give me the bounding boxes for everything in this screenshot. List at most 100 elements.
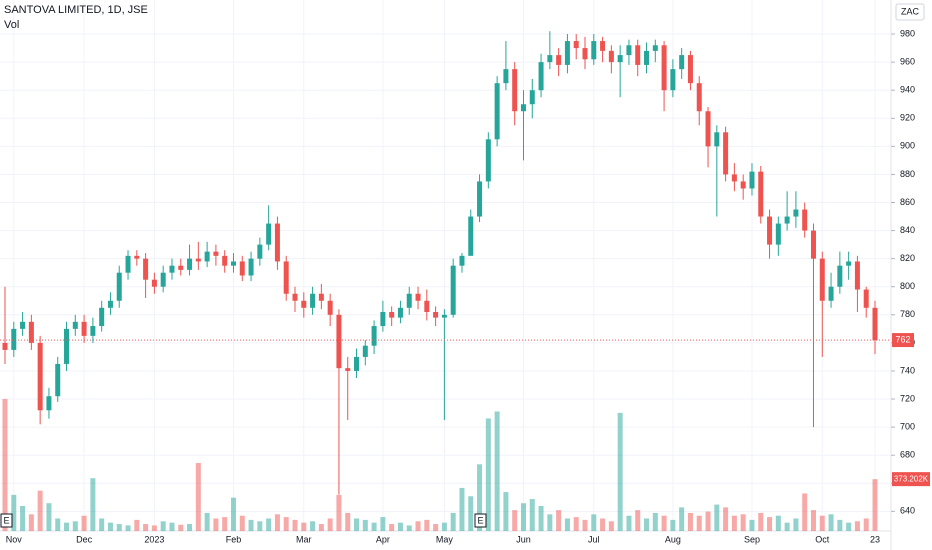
candle-body: [547, 55, 553, 63]
candle-body: [775, 223, 781, 245]
volume-bar: [810, 510, 816, 531]
y-tick-label: 900: [900, 141, 915, 151]
last-price-label: 762: [895, 334, 910, 344]
volume-bar: [46, 503, 52, 531]
candle-body: [389, 312, 395, 318]
volume-bar: [441, 522, 447, 531]
volume-bar: [81, 515, 87, 531]
candle-body: [520, 104, 526, 112]
volume-bar: [239, 515, 245, 531]
candle-body: [195, 258, 201, 262]
candle-body: [371, 326, 377, 346]
volume-bar: [310, 521, 316, 531]
candle-body: [802, 209, 808, 231]
y-tick-label: 740: [900, 365, 915, 375]
candle-body: [529, 90, 535, 105]
y-tick-label: 840: [900, 225, 915, 235]
candle-body: [230, 261, 236, 266]
candle-body: [767, 216, 773, 245]
currency-box[interactable]: [895, 3, 925, 21]
candle-body: [72, 321, 78, 329]
candle-body: [2, 342, 8, 350]
earnings-marker[interactable]: [0, 513, 13, 528]
candle-body: [99, 307, 105, 327]
volume-bar: [828, 514, 834, 531]
volume-bar: [459, 487, 465, 531]
volume-bar: [266, 518, 272, 531]
x-tick-label: 23: [870, 534, 880, 544]
candle-body: [608, 50, 614, 63]
volume-bar: [20, 505, 26, 531]
x-tick-label: Feb: [226, 534, 242, 544]
volume-bar: [415, 521, 421, 531]
candle-body: [687, 55, 693, 84]
volume-bar: [547, 514, 553, 531]
candle-body: [134, 255, 140, 259]
chart-title: SANTOVA LIMITED, 1D, JSE: [4, 4, 148, 16]
earnings-label[interactable]: E: [3, 515, 9, 525]
volume-bar: [11, 494, 17, 531]
y-tick-label: 880: [900, 169, 915, 179]
volume-bar: [327, 518, 333, 531]
candle-body: [485, 139, 491, 182]
earnings-marker[interactable]: [474, 513, 487, 528]
candle-body: [810, 230, 816, 259]
volume-bar: [617, 412, 623, 531]
volume-bar: [248, 519, 254, 531]
volume-bar: [257, 521, 263, 531]
candle-body: [28, 321, 34, 343]
x-tick-label: Oct: [815, 534, 830, 544]
volume-bar: [538, 505, 544, 531]
candle-body: [670, 69, 676, 91]
y-tick-label: 980: [900, 28, 915, 38]
currency[interactable]: ZAC: [901, 6, 920, 16]
candle-body: [679, 55, 685, 70]
candle-body: [64, 328, 70, 364]
candle-body: [591, 41, 597, 60]
candle-body: [90, 326, 96, 336]
candle-body: [345, 368, 351, 371]
volume-bar: [222, 517, 228, 531]
volume-bar: [230, 497, 236, 531]
candle-body: [556, 55, 562, 65]
volume-bar: [644, 518, 650, 531]
volume-bar: [116, 524, 122, 531]
volume-bar: [564, 518, 570, 531]
candle-body: [661, 45, 667, 91]
candle-body: [327, 300, 333, 315]
y-tick-label: 800: [900, 281, 915, 291]
volume-bar: [573, 517, 579, 531]
candle-body: [819, 258, 825, 301]
candle-body: [837, 265, 843, 287]
volume-bar: [406, 525, 412, 531]
volume-bar: [661, 515, 667, 531]
candle-body: [468, 216, 474, 256]
volume-bar: [354, 518, 360, 531]
volume-bar: [213, 518, 219, 531]
candle-body: [406, 293, 412, 308]
volume-bar: [494, 411, 500, 531]
volume-bar: [775, 515, 781, 531]
candle-body: [37, 342, 43, 411]
volume-bar: [819, 515, 825, 531]
candle-body: [318, 293, 324, 301]
candle-body: [749, 171, 755, 189]
volume-bar: [793, 518, 799, 531]
volume-bar: [169, 522, 175, 531]
volume-bar: [485, 418, 491, 531]
candle-body: [863, 289, 869, 308]
candle-body: [143, 258, 149, 280]
x-tick-label: Mar: [296, 534, 312, 544]
x-tick-label: Aug: [665, 534, 681, 544]
candle-body: [424, 300, 430, 312]
y-tick-label: 780: [900, 309, 915, 319]
volume-bar: [679, 507, 685, 531]
candle-body: [81, 321, 87, 336]
candle-body: [793, 209, 799, 217]
volume-bar: [292, 519, 298, 531]
volume-bar: [758, 512, 764, 531]
y-tick-label: 720: [900, 393, 915, 403]
candle-body: [573, 41, 579, 49]
volume-bar: [204, 512, 210, 531]
earnings-label[interactable]: E: [477, 515, 483, 525]
